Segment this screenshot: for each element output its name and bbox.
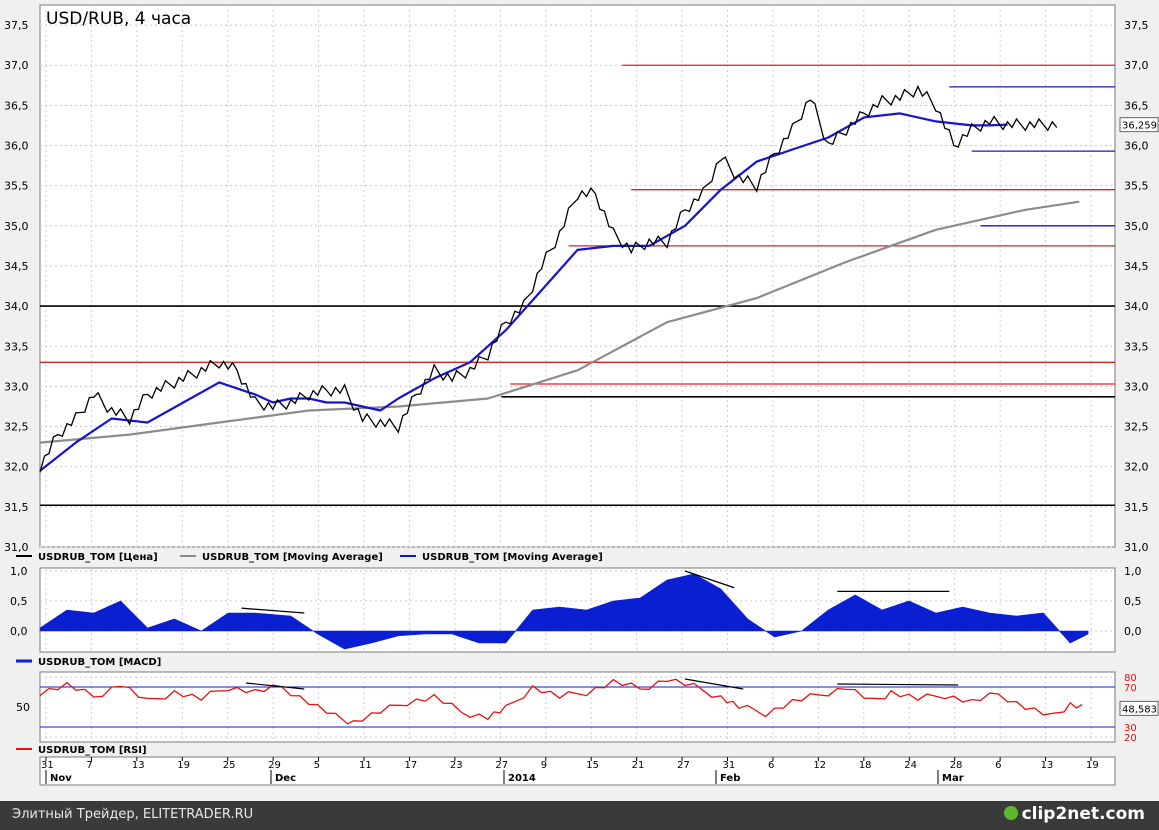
panel-1-frame [39,4,1116,548]
y-tick-label-right: 32,5 [1124,421,1149,434]
chart-canvas[interactable]: 31,0 31,0 31,5 31,5 32,0 32,0 32,5 32,5 33,0 33,0… [0,0,1159,801]
rsi-tick-right: 80 [1124,673,1137,684]
watermark-right-text: clip2net.com [1021,804,1145,824]
month-label: Dec [275,773,296,784]
legend-label: USDRUB_TOM [Moving Average] [202,552,383,563]
x-tick-label: 9 [541,760,547,771]
rsi-value-label: 48,583 [1122,704,1157,715]
y-tick-label-left: 36,0 [4,140,29,153]
y-tick-label-right: 32,0 [1124,461,1149,474]
y-tick-label-right: 33,5 [1124,340,1149,353]
x-tick-label: 15 [586,760,599,771]
clip2net-logo-icon [1003,806,1018,820]
rsi-value-tag [1119,700,1159,716]
x-tick-label: 25 [223,760,236,771]
x-tick-label: 18 [859,760,872,771]
rsi-divergence-line [245,682,305,690]
y-tick-label-left: 35,0 [4,220,29,233]
rsi-divergence-line [684,678,744,690]
ma-long-line [39,200,1080,444]
rsi-tick-left: 50 [16,701,30,714]
x-tick-label: 5 [314,760,320,771]
macd-tick-left: 0,5 [10,595,28,608]
y-tick-label-right: 35,5 [1124,180,1149,193]
x-tick-label: 6 [995,760,1001,771]
footer-bar: Элитный Трейдер, ELITETRADER.RU clip2net… [0,801,1159,830]
rsi-tick-right: 70 [1124,683,1137,694]
macd-tick-right: 0,5 [1124,595,1142,608]
y-tick-label-right: 31,0 [1124,541,1149,554]
y-tick-label-right: 34,0 [1124,300,1149,313]
macd-legend-label: USDRUB_TOM [MACD] [38,657,161,668]
y-tick-label-left: 37,5 [4,19,29,32]
y-tick-label-left: 31,5 [4,501,29,514]
last-price-label: 36,259 [1122,121,1157,132]
month-label: Mar [942,773,964,784]
legend-label: USDRUB_TOM [Moving Average] [422,552,603,563]
x-tick-label: 19 [177,760,190,771]
month-label: Feb [720,773,740,784]
ma-short-line [39,112,1008,472]
month-label: 2014 [508,773,536,784]
macd-area [39,573,1089,650]
x-tick-label: 17 [404,760,417,771]
y-tick-label-left: 34,5 [4,260,29,273]
y-tick-label-right: 37,5 [1124,19,1149,32]
macd-divergence-line [241,607,305,614]
y-tick-label-right: 37,0 [1124,59,1149,72]
rsi-tick-right: 20 [1124,733,1137,744]
macd-tick-right: 1,0 [1124,565,1142,578]
y-tick-label-left: 33,0 [4,380,29,393]
macd-divergence-line [684,570,735,589]
x-tick-label: 29 [268,760,281,771]
macd-tick-left: 0,0 [10,625,28,638]
macd-tick-left: 1,0 [10,565,28,578]
x-tick-label: 24 [904,760,917,771]
x-tick-label: 12 [813,760,826,771]
watermark-right[interactable]: clip2net.com [1003,804,1145,824]
rsi-tick-right: 30 [1124,723,1137,734]
y-tick-label-left: 32,5 [4,421,29,434]
y-tick-label-right: 36,5 [1124,99,1149,112]
x-tick-label: 19 [1086,760,1099,771]
macd-tick-right: 0,0 [1124,625,1142,638]
x-tick-label: 27 [495,760,508,771]
x-tick-label: 11 [359,760,372,771]
x-tick-label: 13 [132,760,145,771]
x-tick-label: 7 [86,760,92,771]
watermark-left: Элитный Трейдер, ELITETRADER.RU [12,807,254,822]
y-tick-label-left: 32,0 [4,461,29,474]
price-line [39,84,1058,473]
y-tick-label-left: 35,5 [4,180,29,193]
y-tick-label-left: 33,5 [4,340,29,353]
x-tick-label: 21 [632,760,645,771]
panel-3-frame [39,671,1116,743]
x-tick-label: 6 [768,760,774,771]
x-tick-label: 13 [1041,760,1054,771]
chart-title: USD/RUB, 4 часа [46,9,191,29]
rsi-legend-label: USDRUB_TOM [RSI] [38,745,147,756]
rsi-divergence-line [837,683,959,686]
rsi-line [39,678,1083,725]
x-axis-frame [39,756,1116,786]
y-tick-label-right: 33,0 [1124,380,1149,393]
last-price-tag [1119,117,1159,133]
x-tick-label: 31 [723,760,736,771]
x-tick-label: 27 [677,760,690,771]
y-tick-label-right: 34,5 [1124,260,1149,273]
legend-label: USDRUB_TOM [Цена] [38,552,158,563]
x-tick-label: 28 [950,760,963,771]
x-tick-label: 31 [41,760,54,771]
x-tick-label: 23 [450,760,463,771]
y-tick-label-left: 34,0 [4,300,29,313]
y-tick-label-right: 36,0 [1124,140,1149,153]
y-tick-label-left: 31,0 [4,541,29,554]
y-tick-label-right: 35,0 [1124,220,1149,233]
y-tick-label-left: 37,0 [4,59,29,72]
y-tick-label-left: 36,5 [4,99,29,112]
month-label: Nov [50,773,72,784]
y-tick-label-right: 31,5 [1124,501,1149,514]
